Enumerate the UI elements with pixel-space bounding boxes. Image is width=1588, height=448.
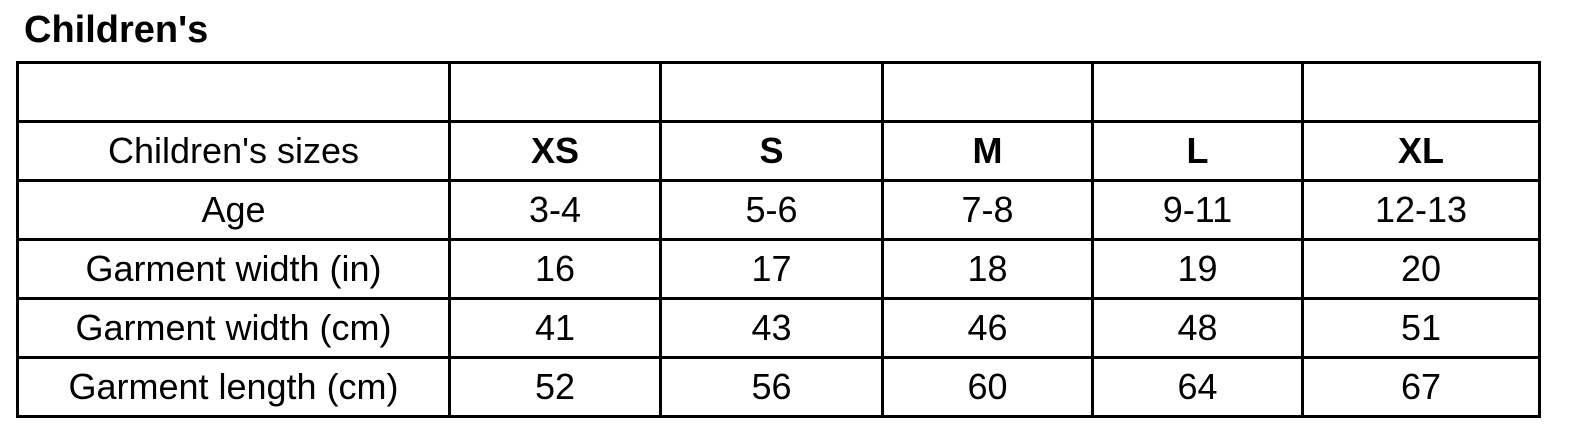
table-cell [881,61,1094,123]
table-cell: 52 [448,356,662,418]
table-cell: 56 [659,356,884,418]
table-cell: 9-11 [1091,179,1304,241]
size-table: Children's sizes XS S M L XL Age 3-4 5-6… [16,61,1541,418]
table-cell: 3-4 [448,179,662,241]
size-cell: L [1091,120,1304,182]
table-cell: 7-8 [881,179,1094,241]
row-label: Age [16,179,451,241]
table-cell: 41 [448,297,662,359]
table-cell: 18 [881,238,1094,300]
table-row-sizes: Children's sizes XS S M L XL [16,120,1541,182]
table-row-width-in: Garment width (in) 16 17 18 19 20 [16,238,1541,300]
table-cell: 17 [659,238,884,300]
table-cell: 43 [659,297,884,359]
table-header-row [16,61,1541,123]
table-cell [659,61,884,123]
size-cell: XL [1301,120,1541,182]
row-label: Children's sizes [16,120,451,182]
table-cell [448,61,662,123]
table-cell: 19 [1091,238,1304,300]
size-cell: S [659,120,884,182]
row-label: Garment length (cm) [16,356,451,418]
table-row-length-cm: Garment length (cm) 52 56 60 64 67 [16,356,1541,418]
table-cell [1091,61,1304,123]
table-cell: 46 [881,297,1094,359]
table-cell: 5-6 [659,179,884,241]
table-cell: 67 [1301,356,1541,418]
table-row-width-cm: Garment width (cm) 41 43 46 48 51 [16,297,1541,359]
table-cell: 60 [881,356,1094,418]
size-cell: XS [448,120,662,182]
table-row-age: Age 3-4 5-6 7-8 9-11 12-13 [16,179,1541,241]
table-cell [16,61,451,123]
table-cell: 12-13 [1301,179,1541,241]
table-cell: 16 [448,238,662,300]
table-cell [1301,61,1541,123]
row-label: Garment width (in) [16,238,451,300]
table-cell: 51 [1301,297,1541,359]
table-cell: 20 [1301,238,1541,300]
size-cell: M [881,120,1094,182]
table-cell: 48 [1091,297,1304,359]
page-title: Children's [24,9,209,51]
row-label: Garment width (cm) [16,297,451,359]
table-cell: 64 [1091,356,1304,418]
